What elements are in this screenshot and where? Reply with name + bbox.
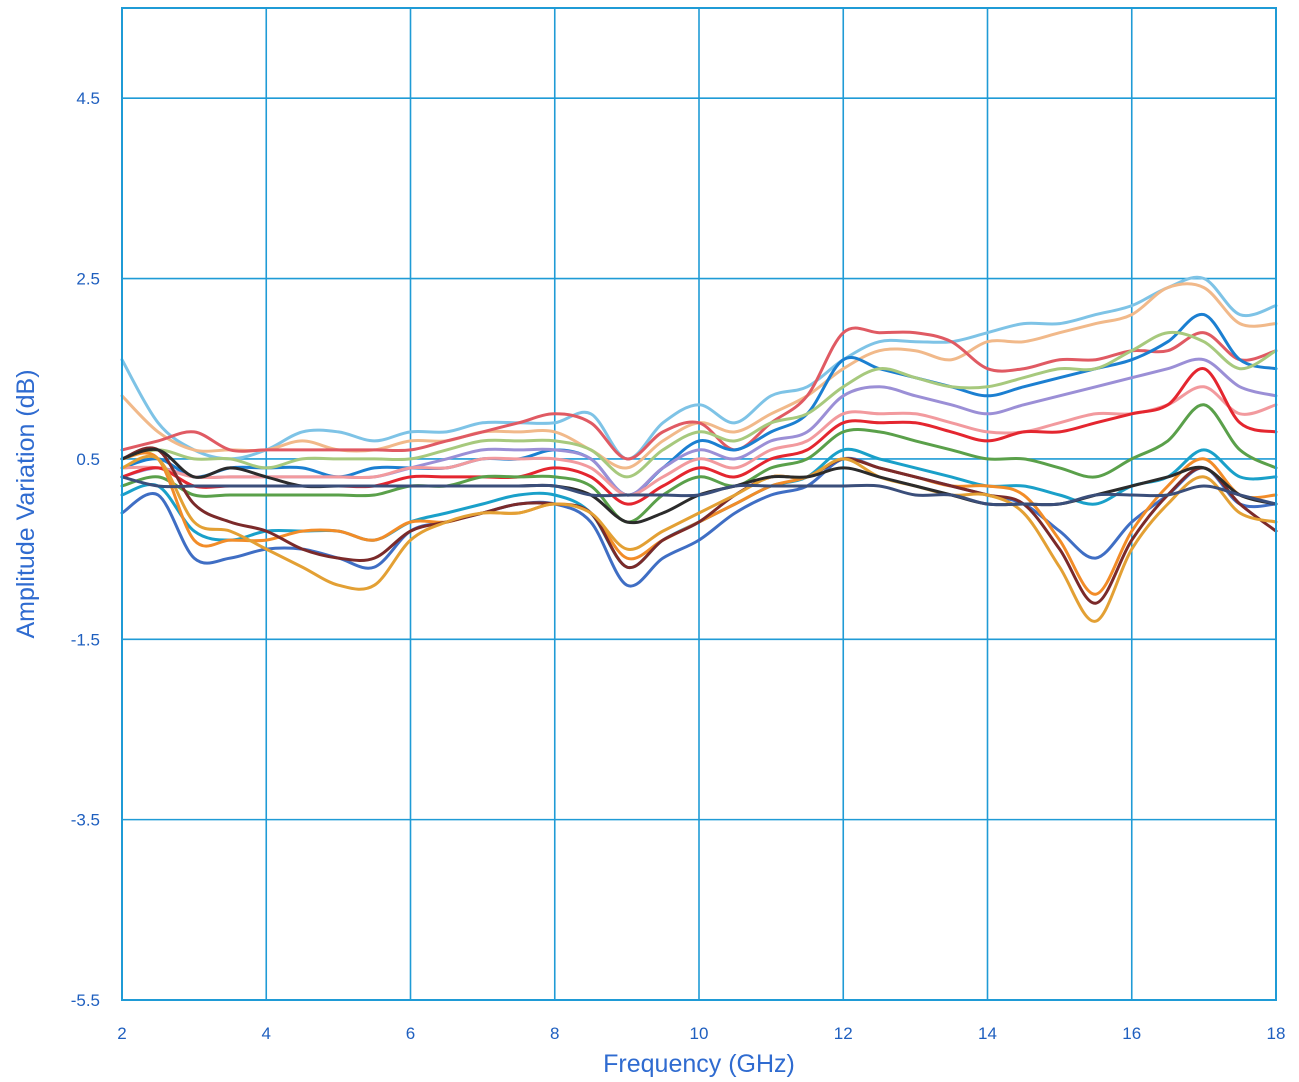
- y-tick-label: -3.5: [71, 811, 100, 830]
- series-line-4: [120, 313, 1278, 497]
- series-line-13: [120, 446, 1278, 605]
- y-tick-label: -1.5: [71, 630, 100, 649]
- y-axis-label: Amplitude Variation (dB): [12, 369, 40, 638]
- y-tick-label: 4.5: [76, 89, 100, 108]
- x-tick-label: 10: [690, 1024, 709, 1043]
- plot-border: [121, 7, 1277, 1001]
- series-line-9: [120, 403, 1278, 524]
- x-tick-label: 2: [117, 1024, 126, 1043]
- x-tick-label: 14: [978, 1024, 997, 1043]
- x-tick-label: 18: [1267, 1024, 1286, 1043]
- series-line-7: [120, 385, 1278, 497]
- y-tick-label: 2.5: [76, 270, 100, 289]
- x-tick-label: 12: [834, 1024, 853, 1043]
- x-tick-labels: 2 4 6 8 10 12 14 16 18: [117, 1024, 1285, 1043]
- series-line-16: [120, 475, 1278, 507]
- x-tick-label: 8: [550, 1024, 559, 1043]
- series-lines: [120, 275, 1278, 623]
- x-tick-label: 6: [406, 1024, 415, 1043]
- series-line-5: [120, 330, 1278, 479]
- x-axis-label: Frequency (GHz): [603, 1050, 795, 1078]
- y-tick-label: -5.5: [71, 991, 100, 1010]
- y-tick-labels: -5.5 -3.5 -1.5 0.5 2.5 4.5: [71, 89, 100, 1010]
- series-line-3: [120, 326, 1278, 461]
- y-tick-label: 0.5: [76, 450, 100, 469]
- x-tick-label: 16: [1122, 1024, 1141, 1043]
- series-line-1: [120, 275, 1278, 461]
- series-line-14: [120, 454, 1278, 623]
- x-tick-label: 4: [262, 1024, 271, 1043]
